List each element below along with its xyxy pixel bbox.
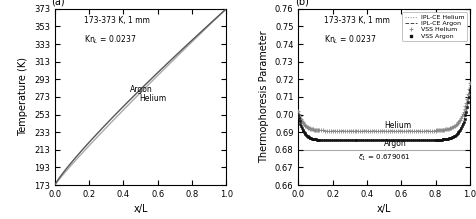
- Text: Argon: Argon: [130, 85, 153, 94]
- Legend: IPL-CE Helium, IPL-CE Argon, VSS Helium, VSS Argon: IPL-CE Helium, IPL-CE Argon, VSS Helium,…: [402, 12, 466, 41]
- Text: $\xi_1$ = 0.679061: $\xi_1$ = 0.679061: [357, 152, 409, 163]
- Text: (b): (b): [294, 0, 308, 7]
- Text: (a): (a): [51, 0, 65, 7]
- Text: Argon: Argon: [383, 139, 406, 148]
- Text: 173-373 K, 1 mm: 173-373 K, 1 mm: [84, 16, 149, 25]
- X-axis label: x/L: x/L: [133, 205, 148, 214]
- Text: Kn$_L$ = 0.0237: Kn$_L$ = 0.0237: [323, 34, 376, 46]
- Text: Kn$_L$ = 0.0237: Kn$_L$ = 0.0237: [84, 34, 136, 46]
- Text: 173-373 K, 1 mm: 173-373 K, 1 mm: [323, 16, 389, 25]
- Text: Helium: Helium: [139, 94, 166, 103]
- Text: Helium: Helium: [383, 121, 410, 130]
- X-axis label: x/L: x/L: [376, 205, 390, 214]
- Y-axis label: Thermophoresis Parameter: Thermophoresis Parameter: [259, 31, 269, 163]
- Y-axis label: Temperature (K): Temperature (K): [18, 57, 28, 136]
